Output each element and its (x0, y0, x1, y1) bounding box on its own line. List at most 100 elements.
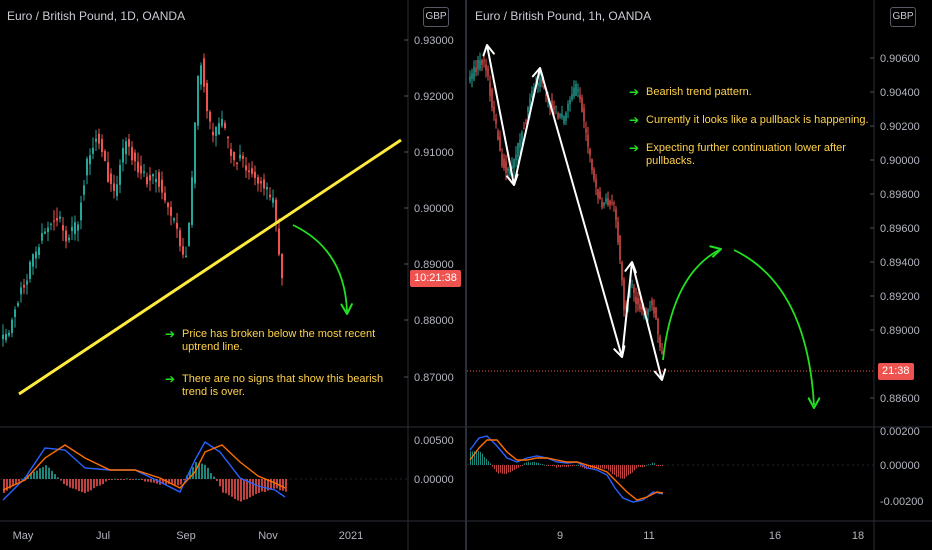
macd-histogram-bar (540, 463, 541, 465)
left-price-label: 0.87000 (414, 372, 454, 384)
macd-histogram-bar (102, 479, 104, 485)
macd-histogram-bar (544, 464, 545, 466)
candle-body (176, 222, 178, 229)
candle-body (32, 254, 34, 267)
candle-body (473, 66, 475, 80)
right-note-2: ➔ Currently it looks like a pullback is … (629, 114, 886, 127)
candle-body (497, 131, 499, 140)
macd-histogram-bar (282, 479, 284, 491)
candle-body (116, 184, 118, 197)
left-currency-badge[interactable]: GBP (423, 7, 449, 27)
macd-histogram-bar (165, 479, 167, 485)
candle-body (200, 65, 202, 85)
left-countdown-tag: 10:21:38 (410, 270, 461, 287)
candle-body (44, 231, 46, 234)
projection-curve (292, 224, 348, 313)
macd-histogram-bar (572, 465, 573, 467)
candle-body (579, 95, 581, 99)
candle-body (523, 128, 525, 130)
macd-histogram-bar (75, 479, 77, 490)
candle-body (224, 122, 226, 129)
candle-body (143, 171, 145, 173)
swing-arrowhead (653, 368, 667, 381)
candle-body (483, 60, 485, 62)
candle-body (551, 100, 553, 110)
macd-histogram-bar (512, 465, 513, 472)
right-chart-pane[interactable]: 0.90600 0.90400 0.90200 0.90000 0.89800 0.896… (467, 0, 932, 550)
candle-body (611, 202, 613, 204)
macd-histogram-bar (470, 451, 471, 465)
macd-histogram-bar (574, 465, 575, 466)
macd-histogram-bar (480, 451, 481, 465)
right-chart-canvas[interactable]: 0.90600 0.90400 0.90200 0.90000 0.89800 0.896… (467, 0, 932, 550)
macd-histogram-bar (183, 479, 185, 481)
candle-body (161, 179, 163, 193)
candle-body (501, 154, 503, 167)
candle-body (577, 89, 579, 92)
macd-histogram-bar (39, 468, 41, 479)
macd-histogram-bar (261, 479, 263, 492)
macd-histogram-bar (648, 464, 649, 466)
candle-body (541, 78, 543, 84)
candle-body (515, 154, 517, 161)
pane-divider[interactable] (465, 0, 467, 550)
candle-body (227, 136, 229, 139)
candle-body (134, 152, 136, 162)
macd-histogram-bar (614, 465, 615, 475)
left-price-label: 0.91000 (414, 147, 454, 159)
macd-histogram-bar (201, 463, 203, 479)
candle-body (559, 113, 561, 118)
macd-histogram-bar (628, 465, 629, 476)
candle-body (471, 73, 473, 79)
candle-body (221, 119, 223, 127)
macd-histogram-bar (638, 465, 639, 467)
macd-histogram-bar (231, 479, 233, 497)
macd-histogram-bar (536, 462, 537, 465)
candle-body (203, 58, 205, 87)
macd-histogram-bar (656, 465, 657, 466)
candle-body (607, 198, 609, 206)
candle-body (543, 86, 545, 89)
left-time-label: Sep (176, 530, 196, 542)
right-time-label: 11 (643, 530, 654, 542)
left-chart-title: Euro / British Pound, 1D, OANDA (7, 9, 186, 23)
macd-line (469, 435, 664, 503)
candle-body (605, 197, 607, 203)
right-macd-label: -0.00200 (880, 496, 923, 508)
candle-body (38, 247, 40, 255)
candle-body (251, 168, 253, 174)
macd-histogram-bar (660, 465, 661, 466)
candle-body (239, 154, 241, 159)
macd-histogram-bar (144, 479, 146, 482)
candle-body (555, 106, 557, 108)
macd-histogram-bar (207, 467, 209, 479)
candle-body (507, 168, 509, 172)
candle-body (593, 169, 595, 180)
candle-body (260, 181, 262, 184)
macd-histogram-bar (189, 470, 191, 479)
green-arrow-icon: ➔ (629, 113, 640, 127)
right-currency-badge[interactable]: GBP (890, 7, 916, 27)
candle-body (487, 68, 489, 76)
left-chart-pane[interactable]: 0.93000 0.92000 0.91000 0.90000 0.89000 0.880… (0, 0, 465, 550)
projection-curve-up (662, 249, 720, 361)
candle-body (65, 230, 67, 242)
candle-body (272, 197, 274, 203)
macd-histogram-bar (174, 479, 176, 485)
candle-body (561, 113, 563, 118)
right-price-label: 0.89800 (880, 189, 920, 201)
macd-histogram-bar (620, 465, 621, 479)
macd-histogram-bar (494, 465, 495, 470)
left-note-2: ➔ There are no signs that show this bear… (165, 373, 402, 399)
macd-histogram-bar (162, 479, 164, 484)
candle-body (583, 108, 585, 122)
swing-arrowhead (506, 173, 519, 186)
left-chart-canvas[interactable]: 0.93000 0.92000 0.91000 0.90000 0.89000 0.880… (0, 0, 465, 550)
candle-body (647, 309, 649, 316)
macd-histogram-bar (270, 479, 272, 490)
candle-body (485, 64, 487, 71)
candle-body (631, 284, 633, 286)
macd-histogram-bar (42, 466, 44, 479)
candle-body (625, 306, 627, 309)
candle-body (657, 318, 659, 335)
